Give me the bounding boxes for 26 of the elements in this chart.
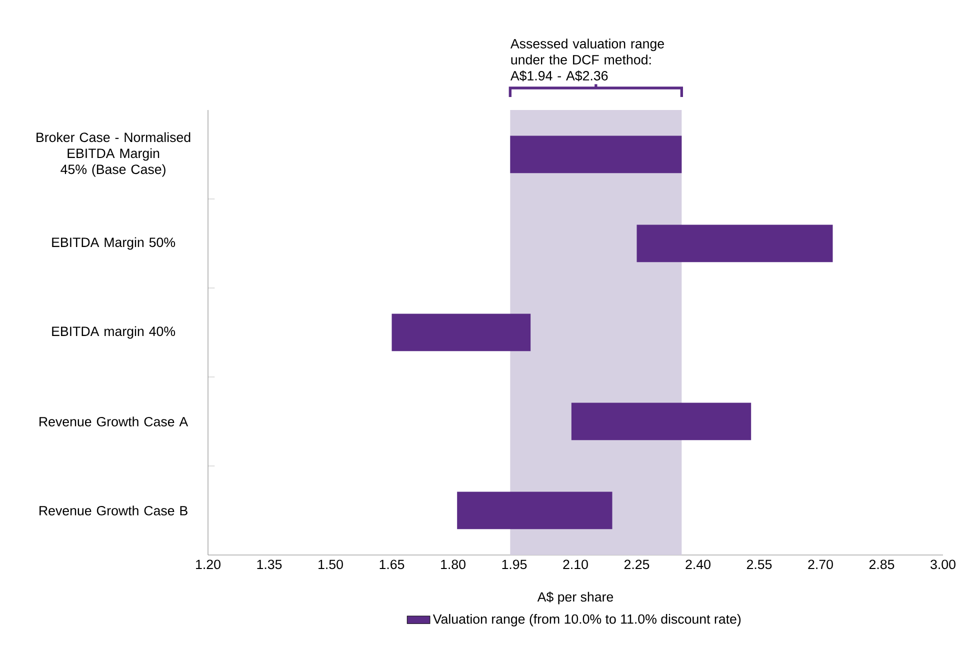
x-tick-label: 2.85 xyxy=(869,560,894,570)
bar xyxy=(457,492,612,530)
x-tick-label: 1.50 xyxy=(318,560,343,570)
bar xyxy=(392,314,531,352)
y-tick-label: EBITDA Margin 50% xyxy=(52,237,176,250)
x-tick-label: 1.80 xyxy=(441,560,466,570)
y-tick-label: Revenue Growth Case A xyxy=(40,416,188,426)
x-tick-label: 1.95 xyxy=(502,560,527,570)
x-tick-label: 1.35 xyxy=(257,560,282,570)
x-tick-label: 2.25 xyxy=(624,560,650,570)
x-tick-label: 2.40 xyxy=(686,560,710,570)
x-tick-label: 2.70 xyxy=(808,560,833,570)
x-tick-label: 2.10 xyxy=(563,560,588,570)
x-tick-label: 3.00 xyxy=(930,560,956,570)
x-tick-label: 2.55 xyxy=(746,560,772,570)
x-tick-label: 1.65 xyxy=(380,560,404,570)
band-label: Assessed valuation range under the DCF method: A$1.94 - A$2.36 xyxy=(510,38,664,82)
bar xyxy=(636,224,833,262)
x-tick-label: 1.20 xyxy=(196,560,220,570)
x-axis-title: A$ per share xyxy=(537,592,614,604)
bar xyxy=(571,402,752,440)
y-tick-label: Broker Case - Normalised EBITDA Margin 45% (Base Case) xyxy=(36,132,190,177)
y-tick-label: Revenue Growth Case B xyxy=(40,506,188,516)
y-tick-label: EBITDA margin 40% xyxy=(52,326,176,339)
bar xyxy=(510,136,682,174)
legend-label: Valuation range (from 10.0% to 11.0% discount rate) xyxy=(432,614,741,626)
